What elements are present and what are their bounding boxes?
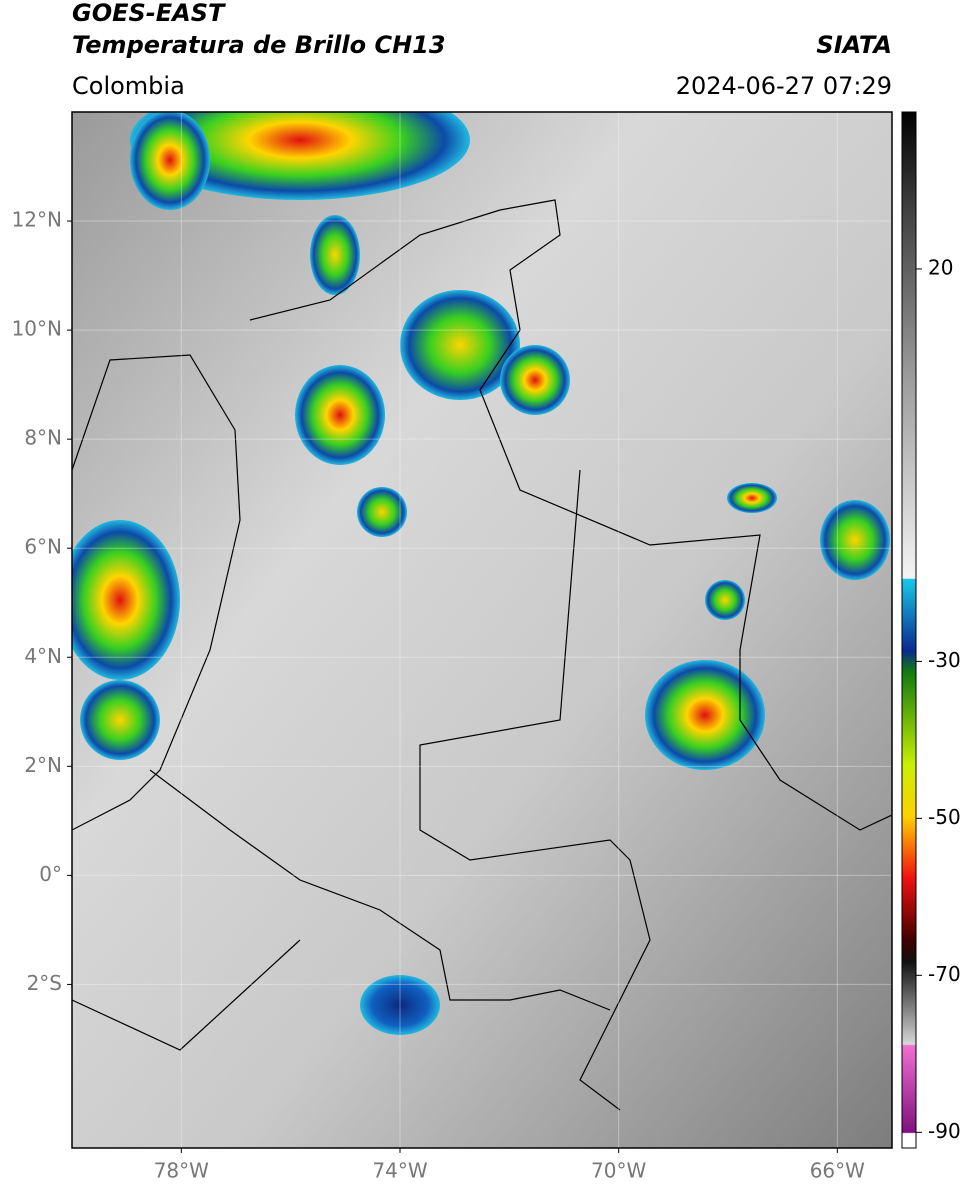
colorbar [901, 111, 917, 1149]
y-tick-label: 6°N [24, 535, 62, 559]
x-tick-label: 74°W [372, 1159, 427, 1183]
y-tick-label: 8°N [24, 426, 62, 450]
x-tick-label: 78°W [154, 1159, 209, 1183]
y-tick-label: 2°N [24, 753, 62, 777]
map-frame [71, 111, 893, 1149]
x-tick-label: 66°W [810, 1159, 865, 1183]
map-image [72, 112, 892, 1148]
title: GOES-EAST [72, 0, 226, 27]
source: SIATA [816, 31, 892, 59]
colorbar-tick-label: -70 [928, 962, 961, 986]
x-tick-label: 70°W [591, 1159, 646, 1183]
timestamp: 2024-06-27 07:29 [676, 72, 892, 100]
colorbar-tick-label: 20 [928, 255, 953, 279]
colorbar-tick-label: -90 [928, 1119, 961, 1143]
y-tick-label: 2°S [27, 971, 62, 995]
y-tick-label: 0° [39, 862, 62, 886]
y-tick-label: 4°N [24, 644, 62, 668]
subtitle: Temperatura de Brillo CH13 [72, 31, 446, 59]
colorbar-tick-label: -30 [928, 648, 961, 672]
y-tick-label: 10°N [12, 317, 62, 341]
y-tick-label: 12°N [12, 208, 62, 232]
region: Colombia [72, 72, 185, 100]
colorbar-tick-label: -50 [928, 805, 961, 829]
